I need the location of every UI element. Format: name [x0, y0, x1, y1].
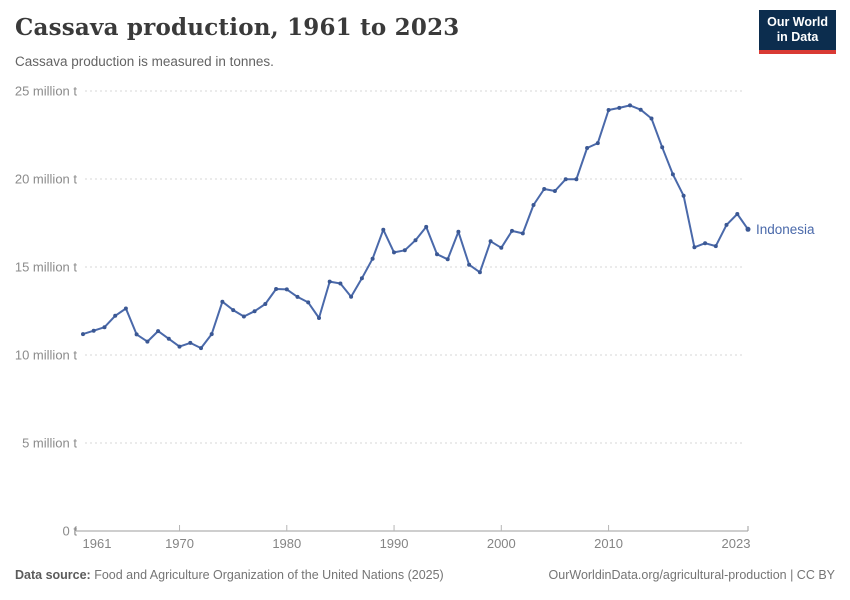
data-point-1964[interactable] — [113, 313, 118, 318]
data-point-1985[interactable] — [338, 281, 343, 286]
y-axis-label: 5 million t — [22, 436, 77, 451]
data-point-1969[interactable] — [166, 336, 171, 341]
data-point-1967[interactable] — [145, 339, 150, 344]
data-point-2000[interactable] — [499, 245, 504, 250]
data-point-2023[interactable] — [745, 226, 751, 232]
data-point-1995[interactable] — [445, 257, 450, 262]
data-point-1996[interactable] — [456, 229, 461, 234]
data-source-label: Data source: — [15, 568, 91, 582]
chart-title: Cassava production, 1961 to 2023 — [15, 14, 460, 41]
y-axis-label: 25 million t — [15, 84, 78, 99]
data-point-1992[interactable] — [413, 238, 418, 243]
data-point-1982[interactable] — [306, 300, 311, 305]
data-source-text: Food and Agriculture Organization of the… — [90, 568, 444, 582]
data-point-2021[interactable] — [724, 222, 729, 227]
owid-logo-line1: Our World — [767, 15, 828, 29]
owid-logo-line2: in Data — [776, 30, 819, 45]
y-axis-label: 20 million t — [15, 172, 78, 187]
data-point-2015[interactable] — [660, 145, 665, 150]
data-point-2020[interactable] — [713, 244, 718, 249]
data-point-2008[interactable] — [585, 146, 590, 150]
data-source: Data source: Food and Agriculture Organi… — [15, 568, 444, 582]
data-point-1993[interactable] — [424, 224, 429, 229]
x-axis-label: 1961 — [83, 536, 112, 551]
data-point-2005[interactable] — [552, 189, 557, 193]
data-point-1975[interactable] — [231, 308, 236, 313]
credit-link[interactable]: OurWorldinData.org/agricultural-producti… — [548, 568, 835, 582]
data-point-1981[interactable] — [295, 294, 300, 299]
data-point-1972[interactable] — [199, 346, 203, 351]
x-axis-label: 2023 — [722, 536, 751, 551]
data-point-1999[interactable] — [488, 239, 493, 244]
data-point-1997[interactable] — [467, 262, 472, 267]
data-point-1984[interactable] — [327, 279, 332, 284]
data-point-2016[interactable] — [670, 172, 675, 177]
data-point-1994[interactable] — [435, 252, 439, 257]
data-point-1963[interactable] — [102, 325, 107, 330]
chart-footer: Data source: Food and Agriculture Organi… — [15, 568, 835, 582]
data-point-1988[interactable] — [370, 256, 375, 261]
data-point-1961[interactable] — [81, 332, 85, 337]
data-point-2013[interactable] — [638, 107, 643, 112]
data-point-2018[interactable] — [692, 245, 697, 250]
data-point-1978[interactable] — [263, 302, 268, 306]
series-label-indonesia[interactable]: Indonesia — [756, 222, 815, 237]
data-point-2017[interactable] — [681, 193, 686, 198]
data-point-1990[interactable] — [392, 250, 396, 255]
y-axis-label: 15 million t — [15, 260, 78, 275]
data-point-2002[interactable] — [520, 231, 525, 236]
data-point-2012[interactable] — [628, 103, 632, 108]
data-point-2006[interactable] — [563, 177, 568, 182]
data-point-2007[interactable] — [574, 177, 579, 182]
line-chart-canvas[interactable]: 0 t 5 million t 10 million t 15 million t 20… — [0, 80, 850, 555]
data-point-1986[interactable] — [349, 294, 354, 299]
data-point-1971[interactable] — [188, 340, 193, 345]
data-point-1973[interactable] — [209, 332, 214, 337]
data-point-1991[interactable] — [402, 248, 407, 253]
y-axis-label: 10 million t — [15, 348, 78, 363]
data-point-1965[interactable] — [123, 306, 128, 311]
data-point-1970[interactable] — [177, 344, 182, 349]
data-point-1983[interactable] — [317, 316, 321, 320]
data-point-2019[interactable] — [703, 241, 708, 246]
data-point-1968[interactable] — [156, 329, 161, 334]
data-point-1979[interactable] — [274, 287, 279, 291]
data-point-1980[interactable] — [284, 287, 289, 292]
owid-logo[interactable]: Our World in Data — [759, 10, 836, 54]
x-axis-label: 1990 — [380, 536, 409, 551]
y-axis-label: 0 t — [63, 524, 78, 539]
x-axis-label: 2000 — [487, 536, 516, 551]
x-axis-label: 2010 — [594, 536, 623, 551]
chart-subtitle: Cassava production is measured in tonnes… — [15, 54, 274, 69]
data-point-2003[interactable] — [531, 203, 536, 207]
data-point-2010[interactable] — [606, 108, 611, 112]
data-point-1998[interactable] — [477, 270, 482, 275]
data-point-1989[interactable] — [381, 227, 386, 232]
data-point-1962[interactable] — [91, 328, 96, 333]
x-axis-label: 1980 — [272, 536, 301, 551]
data-point-2009[interactable] — [595, 141, 600, 146]
data-point-2001[interactable] — [510, 228, 514, 233]
data-point-2022[interactable] — [735, 212, 740, 216]
indonesia-line[interactable] — [82, 104, 749, 350]
data-point-1974[interactable] — [220, 299, 225, 304]
data-point-2004[interactable] — [542, 187, 547, 191]
x-axis-label: 1970 — [165, 536, 194, 551]
data-point-2011[interactable] — [617, 105, 622, 110]
data-point-1966[interactable] — [134, 332, 139, 337]
data-point-1976[interactable] — [241, 314, 246, 319]
data-point-2014[interactable] — [649, 116, 654, 121]
data-point-1987[interactable] — [359, 276, 364, 281]
data-point-1977[interactable] — [252, 309, 257, 314]
